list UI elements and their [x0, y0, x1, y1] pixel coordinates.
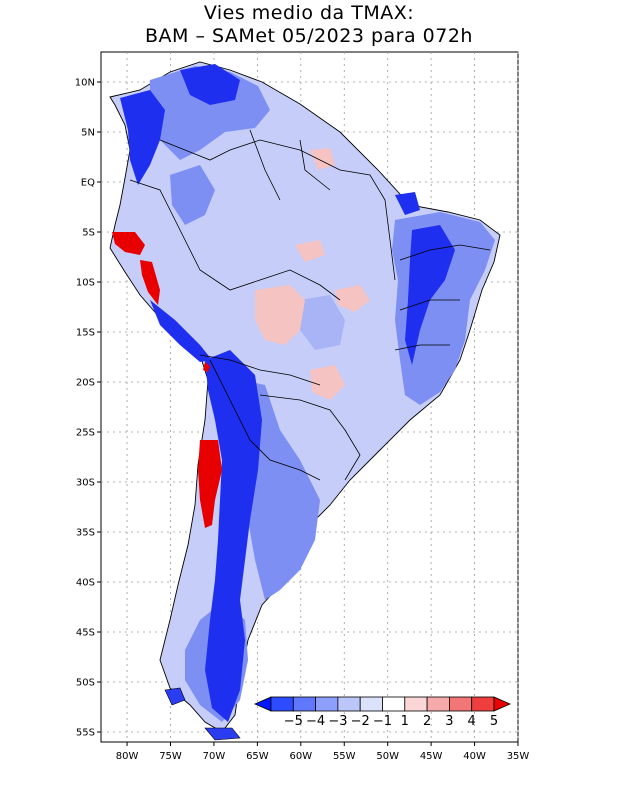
lat-tick-label: 10N: [75, 78, 95, 89]
lon-tick-label: 55W: [333, 751, 356, 762]
colorbar-swatch: [359, 696, 383, 712]
colorbar-label: −1: [373, 714, 392, 729]
colorbar-swatch: [382, 696, 406, 712]
colorbar-label: −2: [351, 714, 370, 729]
colorbar-swatch: [315, 696, 339, 712]
lat-tick-label: 35S: [76, 528, 95, 539]
lon-tick-label: 40W: [463, 751, 486, 762]
lon-tick-label: 50W: [376, 751, 399, 762]
colorbar-swatch: [292, 696, 316, 712]
colorbar-label: −5: [284, 714, 303, 729]
lon-tick-label: 80W: [116, 751, 139, 762]
latitude-axis: 10N 5N EQ 5S 10S 15S 20S 25S 30S 35S 40S 45S 50S 55S: [75, 78, 101, 739]
lat-tick-label: 15S: [76, 328, 95, 339]
colorbar-label: 2: [423, 714, 431, 729]
lon-tick-label: 75W: [159, 751, 182, 762]
lat-tick-label: 10S: [76, 278, 95, 289]
lon-tick-label: 35W: [507, 751, 530, 762]
positive-bias-areas: [255, 148, 370, 400]
strong-negative-bias-areas: [120, 64, 455, 722]
lat-tick-label: 55S: [76, 728, 95, 739]
southern-islands: [164, 687, 241, 741]
lon-tick-label: 45W: [420, 751, 443, 762]
colorbar-swatch: [270, 696, 294, 712]
lon-tick-label: 70W: [203, 751, 226, 762]
lat-tick-label: 50S: [76, 678, 95, 689]
lat-tick-label: 30S: [76, 478, 95, 489]
colorbar-label: 4: [468, 714, 476, 729]
lat-tick-label: 45S: [76, 628, 95, 639]
colorbar-high-arrow: [493, 696, 511, 712]
lon-tick-label: 65W: [246, 751, 269, 762]
colorbar-swatch: [426, 696, 450, 712]
lat-tick-label: 20S: [76, 378, 95, 389]
colorbar-swatch: [448, 696, 473, 712]
colorbar-label: 1: [401, 714, 409, 729]
map-title-line1: Vies medio da TMAX:: [203, 2, 415, 24]
colorbar-swatch: [471, 696, 495, 712]
lat-tick-label: 40S: [76, 578, 95, 589]
lat-tick-label: 5S: [82, 228, 95, 239]
country-borders: [129, 129, 491, 481]
colorbar-label: −4: [306, 714, 325, 729]
lon-tick-label: 60W: [290, 751, 313, 762]
lat-tick-label: 5N: [81, 128, 95, 139]
longitude-axis: 80W 75W 70W 65W 60W 55W 50W 45W 40W 35W: [116, 742, 530, 762]
colorbar-label: 5: [490, 714, 498, 729]
colorbar-swatch: [337, 696, 361, 712]
colorbar-swatch: [404, 696, 428, 712]
colorbar: −5 −4 −3 −2 −1 1 2 3 4 5: [254, 696, 511, 729]
lat-tick-label: 25S: [76, 428, 95, 439]
colorbar-label: 3: [445, 714, 453, 729]
colorbar-label: −3: [328, 714, 347, 729]
strong-positive-bias-areas: [112, 232, 222, 528]
lat-tick-label: EQ: [81, 178, 95, 189]
map-title-line2: BAM – SAMet 05/2023 para 072h: [145, 25, 473, 47]
